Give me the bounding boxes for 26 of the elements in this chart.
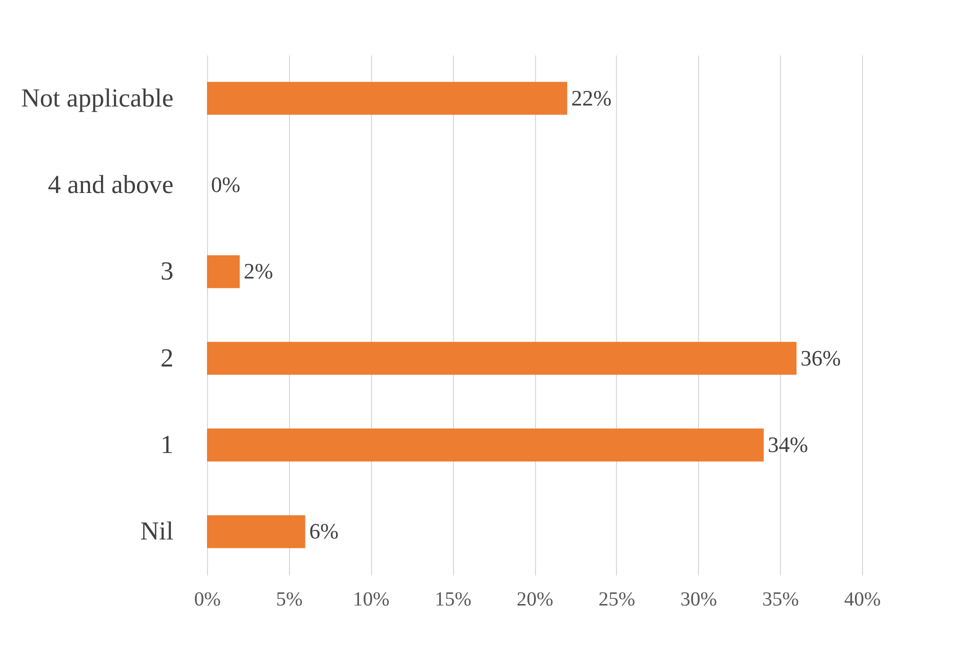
y-tick-label: 2 [160, 343, 174, 372]
x-tick-label: 30% [680, 588, 718, 610]
data-label: 36% [800, 345, 841, 370]
data-label: 2% [244, 258, 274, 284]
x-tick-label: 15% [434, 588, 472, 610]
bar [207, 515, 306, 548]
data-label: 22% [571, 85, 612, 110]
y-tick-label: 3 [160, 256, 174, 286]
y-tick-label: 1 [160, 430, 174, 459]
bar [207, 255, 240, 288]
x-tick-label: 40% [844, 588, 881, 610]
y-tick-label: Nil [140, 516, 174, 546]
data-label: 6% [309, 518, 339, 544]
x-tick-label: 5% [276, 588, 303, 610]
x-tick-label: 10% [352, 588, 390, 610]
bar [207, 428, 764, 462]
x-tick-label: 0% [194, 588, 221, 610]
y-tick-label: Not applicable [21, 83, 174, 112]
data-label: 34% [768, 432, 808, 457]
x-tick-label: 35% [762, 588, 799, 610]
y-tick-label: 4 and above [48, 170, 174, 199]
x-tick-label: 25% [598, 588, 636, 610]
data-label: 0% [211, 172, 240, 197]
bar [207, 82, 568, 115]
bar [207, 342, 796, 375]
x-tick-label: 20% [516, 588, 554, 610]
